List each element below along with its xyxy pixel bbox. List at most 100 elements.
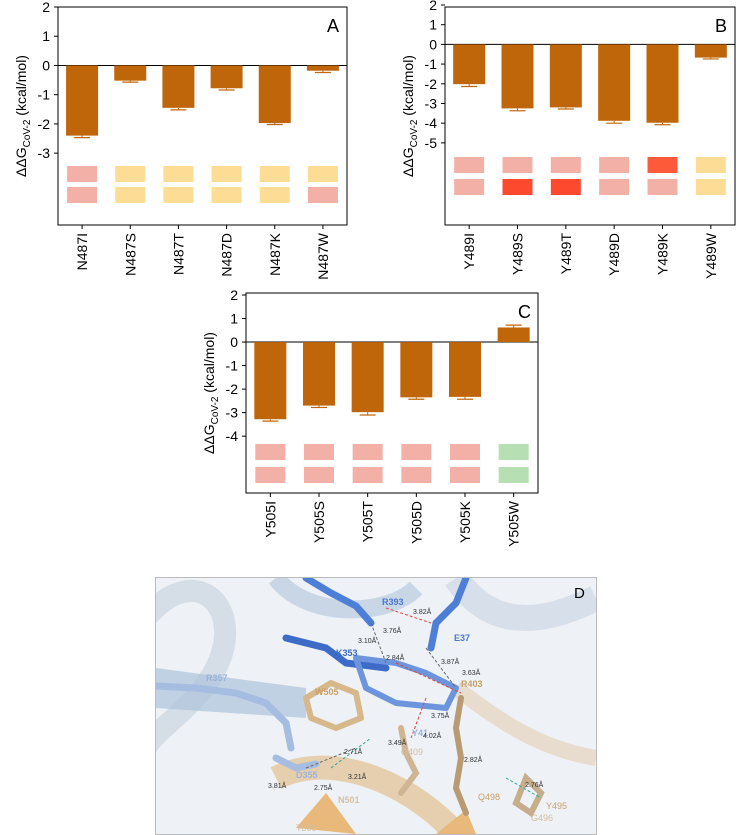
y-tick-label-b: 1 — [429, 17, 437, 33]
y-tick-label-b: -5 — [425, 135, 438, 151]
y-tick-label-b: -3 — [425, 95, 438, 111]
heat-cell-c — [304, 467, 334, 483]
heat-cell-a — [67, 166, 98, 182]
heat-cell-a — [259, 187, 290, 203]
category-label-a: N487T — [170, 233, 186, 275]
category-label-a: N487D — [219, 233, 235, 277]
plot-frame-a — [57, 6, 348, 226]
residue-label: Y41 — [412, 728, 428, 738]
heat-cell-b — [647, 179, 678, 195]
residue-label: R403 — [461, 679, 483, 689]
stick-y495 — [512, 772, 545, 818]
category-label-b: Y489T — [558, 233, 574, 275]
bar-c — [497, 327, 530, 343]
heat-cell-b — [695, 179, 726, 195]
bar-a — [306, 65, 339, 71]
category-label-c: Y505I — [262, 501, 278, 538]
distance-label: 2.84Å — [386, 653, 405, 662]
bar-b — [646, 44, 679, 123]
category-label-c: Y505K — [457, 500, 473, 543]
panel-letter-d: D — [574, 585, 585, 602]
y-tick-label-a: 0 — [42, 57, 50, 73]
bar-c — [351, 342, 384, 413]
distance-label: 3.21Å — [348, 772, 367, 781]
y-tick-label-b: 2 — [429, 0, 437, 13]
heat-cell-c — [498, 467, 529, 483]
category-label-a: N487K — [267, 232, 283, 275]
residue-label: W505 — [315, 687, 339, 697]
residue-label: R357 — [206, 673, 228, 683]
heat-cell-a — [307, 187, 338, 203]
category-label-b: Y489S — [510, 233, 526, 275]
bar-c — [254, 342, 287, 420]
heat-cell-a — [211, 166, 242, 182]
category-label-a: N487S — [122, 233, 138, 276]
panel-letter-b: B — [715, 16, 727, 36]
distance-label: 3.82Å — [413, 607, 432, 616]
bar-a — [210, 65, 243, 89]
y-tick-label-c: -2 — [226, 381, 239, 397]
heat-cell-b — [454, 157, 485, 173]
y-tick-label-a: -2 — [38, 116, 51, 132]
heat-cell-a — [163, 187, 194, 203]
stick-q409 — [398, 725, 420, 796]
heat-cell-a — [163, 166, 194, 182]
y-tick-label-c: -1 — [226, 358, 239, 374]
stick-w505 — [303, 680, 364, 731]
heat-cell-b — [454, 179, 485, 195]
heat-cell-a — [211, 187, 242, 203]
structure-panel: D R393 E37 K353 R357 W505 Y41 R403 D355 … — [155, 577, 597, 835]
heat-cell-c — [450, 467, 480, 483]
heat-cell-c — [498, 444, 529, 460]
distance-label: 3.87Å — [441, 657, 460, 666]
y-tick-label-b: -1 — [425, 56, 438, 72]
y-tick-label-c: 0 — [230, 334, 238, 350]
bar-a — [66, 65, 99, 136]
stick-d355 — [272, 754, 320, 772]
bar-a — [258, 65, 291, 124]
category-label-c: Y505S — [311, 501, 327, 543]
y-tick-label-a: 2 — [42, 0, 50, 15]
residue-label: G496 — [531, 813, 553, 823]
y-axis-label-a: ΔΔGCoV-2 (kcal/mol) — [13, 55, 33, 177]
y-tick-label-a: -1 — [38, 87, 51, 103]
bar-c — [400, 342, 433, 398]
stick-e37 — [427, 578, 470, 652]
heat-cell-a — [259, 166, 290, 182]
heat-cell-a — [307, 166, 338, 182]
ribbon-helix-right — [445, 578, 596, 631]
residue-label: E37 — [454, 633, 470, 643]
heat-cell-b — [550, 157, 581, 173]
ribbon-helix-left — [156, 579, 237, 753]
bar-c — [303, 342, 335, 406]
y-tick-label-c: -3 — [226, 405, 239, 421]
heat-cell-a — [115, 187, 146, 203]
heat-cell-c — [401, 444, 432, 460]
residue-label: T500 — [296, 823, 317, 833]
ribbon-tan-arrow — [296, 793, 356, 834]
residue-label: D355 — [296, 770, 318, 780]
heat-cell-b — [599, 157, 630, 173]
heat-cell-c — [304, 444, 334, 460]
residue-label: N501 — [338, 795, 360, 805]
y-tick-label-c: -4 — [226, 428, 239, 444]
bar-b — [549, 44, 582, 108]
distance-label: 3.10Å — [358, 636, 377, 645]
heat-cell-b — [502, 179, 533, 195]
stick-k353 — [282, 634, 390, 672]
y-axis-label-c: ΔΔGCoV-2 (kcal/mol) — [201, 332, 221, 454]
y-tick-label-a: -3 — [38, 145, 51, 161]
heat-cell-c — [255, 444, 286, 460]
category-label-c: Y505W — [506, 500, 522, 547]
stick-r357 — [156, 682, 295, 752]
category-label-a: N487I — [74, 233, 90, 270]
distance-label: 2.71Å — [344, 747, 363, 756]
contact-lines — [305, 607, 542, 799]
distance-label: 2.82Å — [464, 755, 483, 764]
y-tick-label-a: 1 — [42, 28, 50, 44]
y-axis-label-b: ΔΔGCoV-2 (kcal/mol) — [400, 55, 420, 177]
plot-frame-c — [245, 292, 539, 494]
residue-label: K353 — [336, 648, 358, 658]
heat-cell-c — [450, 444, 480, 460]
stick-r393 — [302, 578, 375, 627]
